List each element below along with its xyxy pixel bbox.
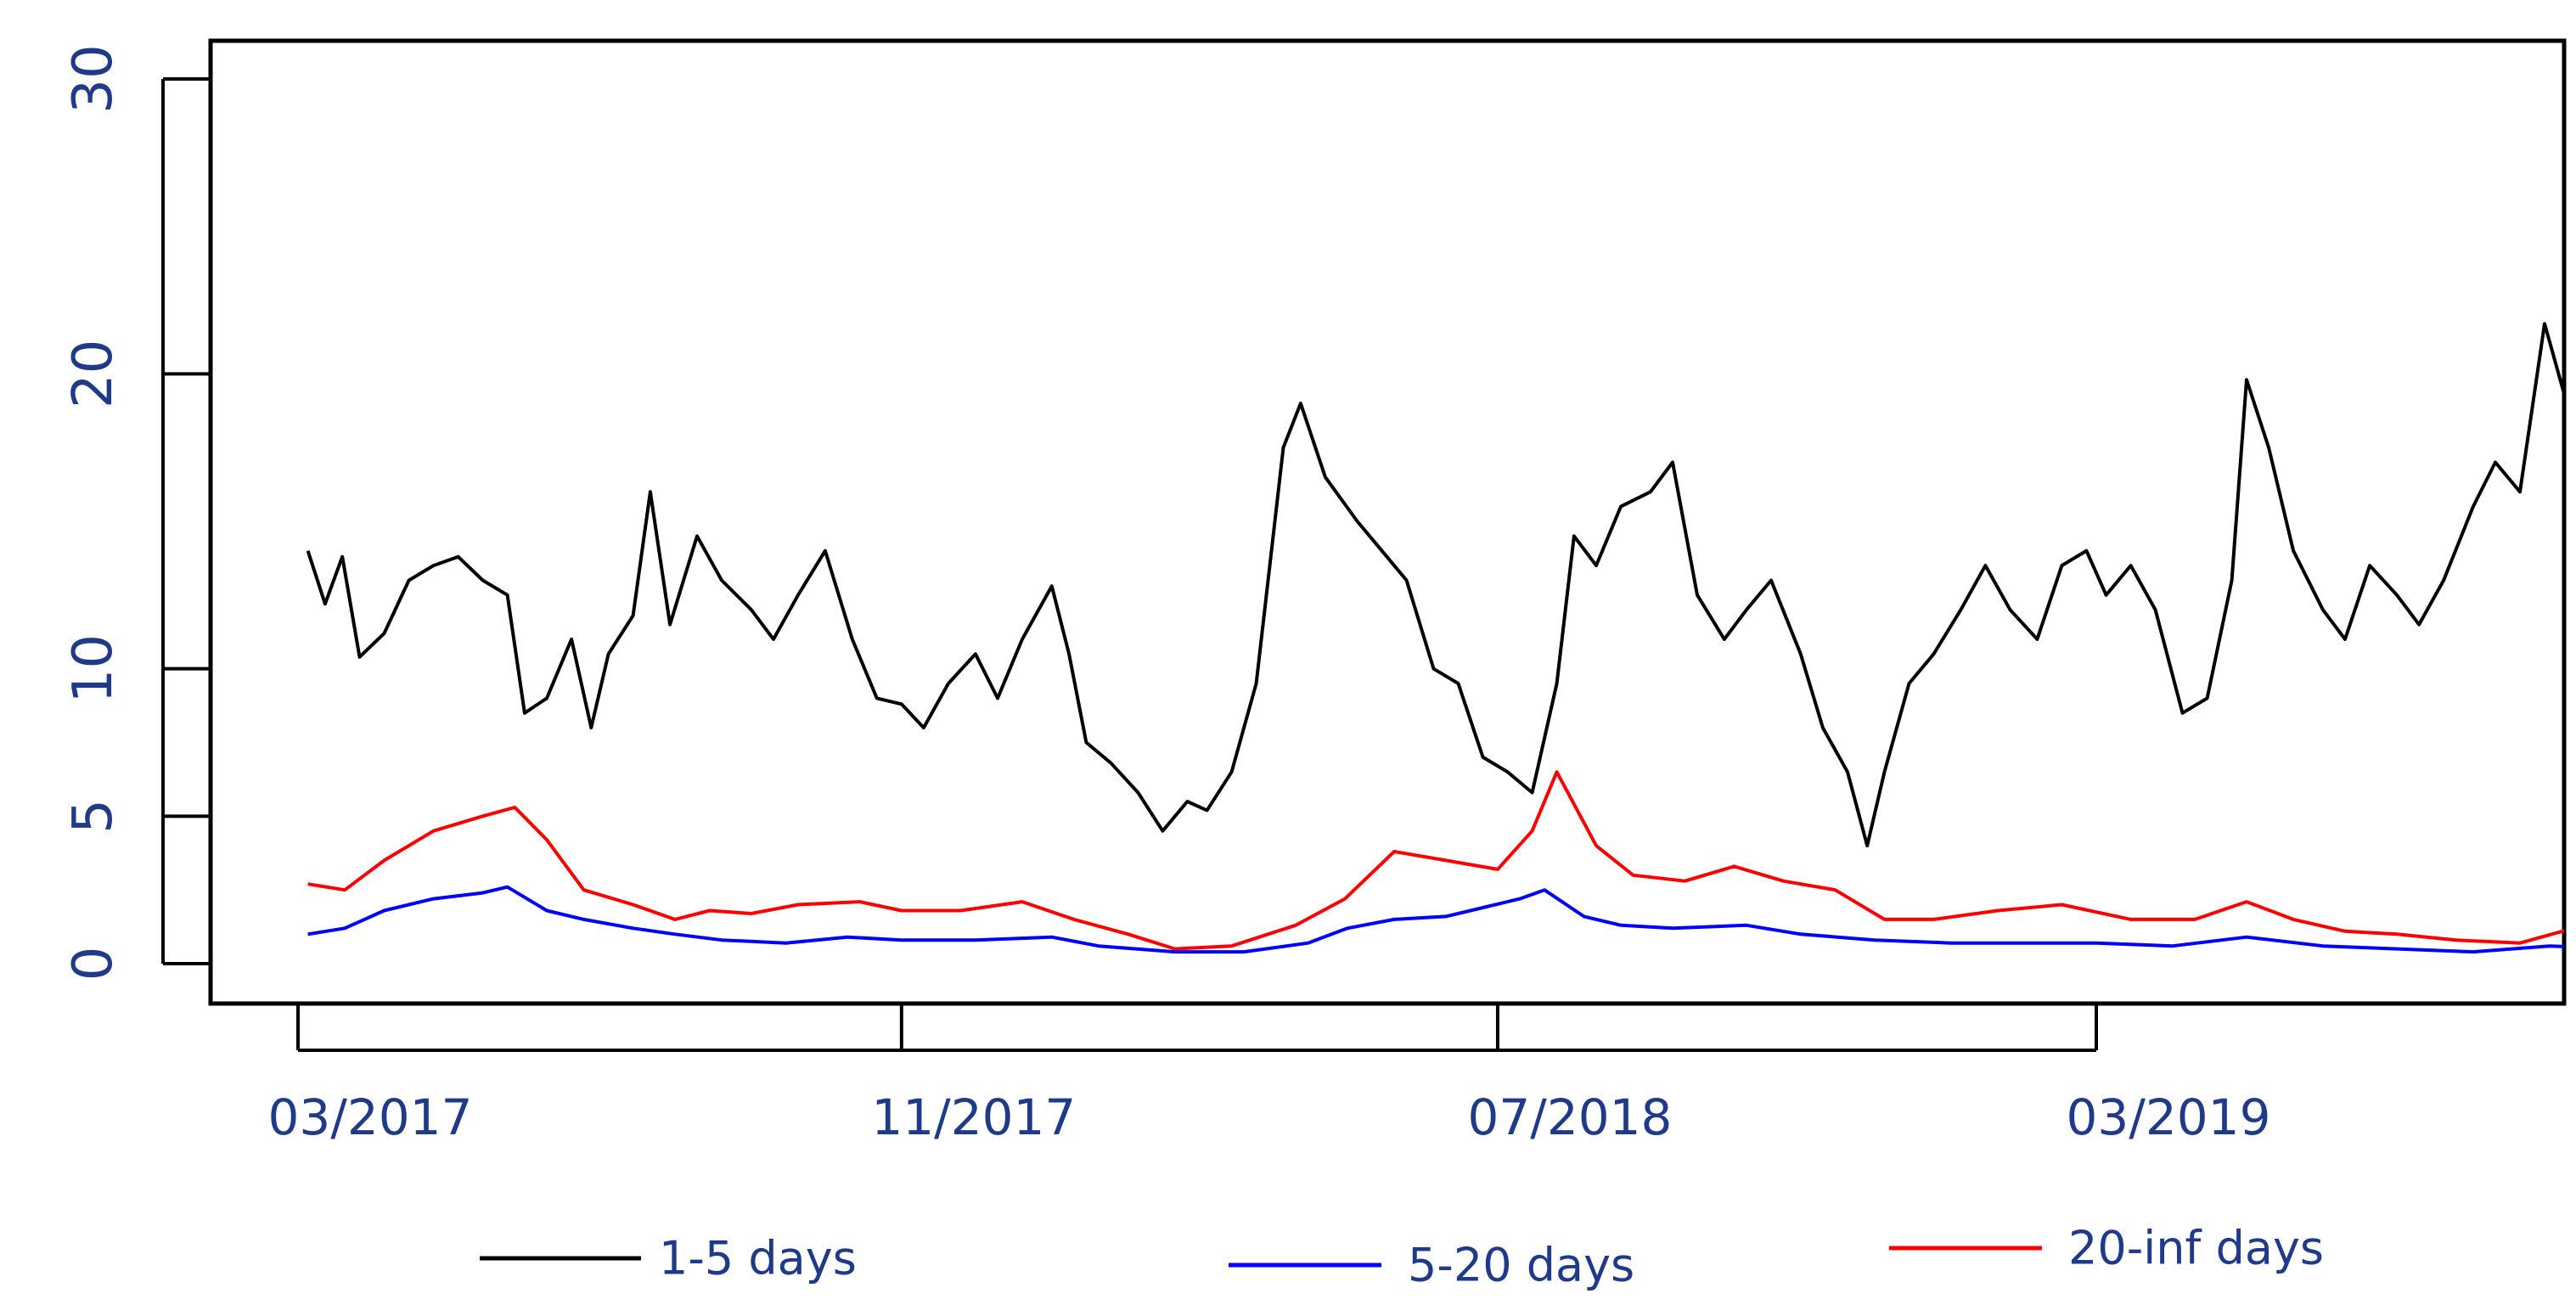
- series-line-1: [306, 322, 2564, 848]
- y-tick-label: 20: [62, 340, 125, 408]
- y-tick-label: 0: [62, 947, 125, 981]
- series-line-2: [307, 885, 2564, 954]
- x-axis: 03/2017 11/2017 07/2018 03/2019: [268, 1004, 2271, 1146]
- series-layer: [306, 322, 2564, 954]
- legend-label: 20-inf days: [2068, 1222, 2324, 1275]
- x-tick-label: 07/2018: [1467, 1088, 1672, 1146]
- y-tick-label: 10: [62, 634, 125, 703]
- x-tick-label: 03/2017: [268, 1088, 473, 1146]
- legend: 1-5 days 5-20 days 20-inf days: [480, 1222, 2324, 1292]
- x-tick-label: 11/2017: [871, 1088, 1076, 1146]
- legend-label: 1-5 days: [659, 1232, 857, 1285]
- series-line-3: [307, 770, 2564, 951]
- x-tick-label: 03/2019: [2067, 1088, 2271, 1146]
- y-tick-label: 5: [62, 799, 125, 834]
- y-tick-label: 30: [62, 44, 125, 113]
- legend-label: 5-20 days: [1408, 1239, 1634, 1292]
- y-axis: 0 5 10 20 30: [62, 44, 211, 981]
- plot-frame: [208, 38, 2567, 1006]
